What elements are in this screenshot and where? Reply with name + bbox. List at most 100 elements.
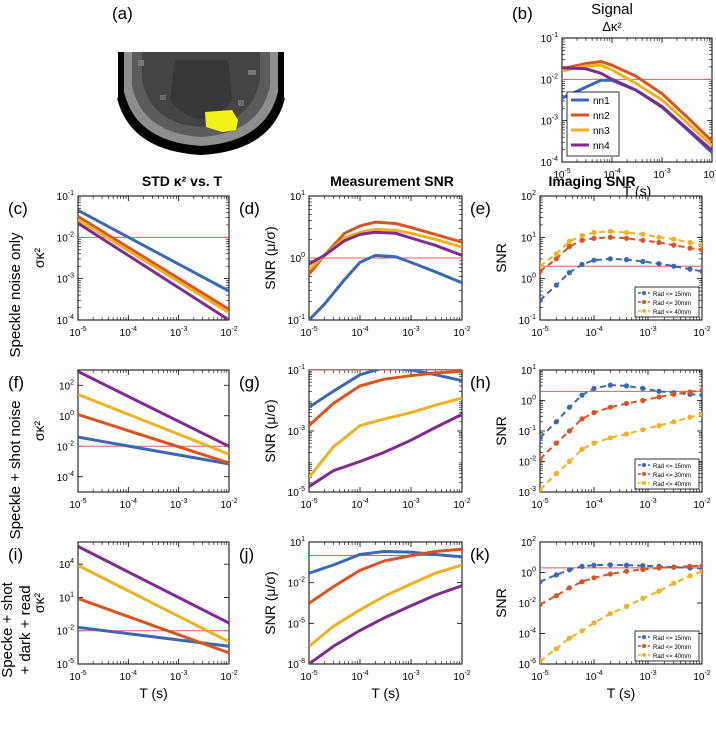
x-tick-label: 10-5 — [300, 498, 317, 511]
series-line-nn2 — [309, 370, 462, 427]
legend-label: nn1 — [593, 96, 610, 107]
legend-label: nn2 — [593, 111, 610, 122]
y-tick-label: 102 — [521, 190, 536, 203]
speckle-block — [160, 95, 166, 100]
axes-frame-j — [308, 541, 463, 665]
data-point — [553, 282, 559, 288]
y-tick-label: 10-1 — [519, 314, 536, 327]
y-tick-label: 102 — [59, 379, 74, 392]
y-axis-label: σκ² — [31, 421, 47, 442]
y-axis-label: σκ² — [31, 248, 47, 269]
skull-outline — [117, 97, 285, 156]
x-tick-label: 10-4 — [120, 670, 137, 683]
data-point — [671, 419, 677, 425]
y-axis-label: σκ² — [31, 593, 47, 614]
data-point — [671, 564, 677, 570]
data-point — [540, 435, 543, 441]
x-tick-label: 10-5 — [300, 326, 317, 339]
y-tick-label: 10-5 — [288, 486, 305, 499]
panel-b-title: Signal — [591, 1, 633, 18]
legend-label: Rad <= 15mm — [653, 636, 691, 642]
legend-marker — [642, 481, 646, 485]
data-point — [699, 568, 702, 574]
series-line-nn2 — [78, 597, 229, 655]
data-point — [699, 411, 702, 417]
x-tick-label: 10-3 — [170, 498, 187, 511]
data-point — [656, 239, 662, 246]
data-point — [553, 419, 559, 425]
y-tick-label: 10-1 — [541, 32, 558, 45]
x-tick-label: 10-2 — [453, 498, 470, 511]
y-tick-label: 10-1 — [288, 314, 305, 327]
y-tick-label: 102 — [521, 536, 536, 549]
x-tick-label: 10-2 — [703, 168, 716, 181]
series-line-nn3 — [309, 563, 462, 648]
data-point — [607, 562, 613, 568]
legend-marker — [642, 644, 646, 648]
y-tick-label: 10-5 — [288, 617, 305, 630]
y-tick-label: 10-2 — [541, 73, 558, 86]
data-point — [607, 256, 613, 262]
legend-label: Rad <= 40mm — [653, 482, 691, 488]
white-matter — [170, 60, 232, 119]
y-axis-label: SNR (μ/σ) — [262, 226, 278, 289]
series-line-rad----40mm — [540, 230, 702, 267]
data-point — [540, 456, 543, 462]
y-tick-label: 10-2 — [57, 625, 74, 638]
data-point — [623, 235, 630, 241]
data-point — [607, 435, 613, 441]
series-line-nn3 — [78, 563, 229, 644]
x-tick-label: 10-3 — [402, 326, 419, 339]
data-point — [566, 635, 573, 641]
data-point — [607, 571, 613, 577]
series-line-nn1 — [309, 370, 462, 409]
y-tick-label: 104 — [59, 558, 74, 571]
series-line-nn3 — [78, 218, 229, 314]
axes-frame-g — [308, 369, 463, 493]
x-tick-label: 10-2 — [453, 326, 470, 339]
chart-panel-f: (f) 10-5 10-4 10-3 10-2 10-4 10-2 100 102 σκ² — [8, 369, 238, 511]
data-point — [699, 387, 702, 393]
data-point — [640, 566, 646, 573]
y-tick-label: 101 — [521, 231, 536, 244]
data-point — [656, 423, 662, 429]
data-point — [607, 611, 613, 617]
column-title-imaging-snr: Imaging SNR — [548, 173, 635, 189]
series-line-nn1 — [309, 253, 462, 320]
data-point — [687, 266, 693, 272]
legend-label: Rad <= 30mm — [653, 301, 691, 307]
panel-letter-f: (f) — [8, 373, 24, 392]
data-point — [687, 245, 693, 251]
series-line-nn4 — [562, 66, 712, 152]
x-tick-label: 10-4 — [120, 326, 137, 339]
x-tick-label: 10-4 — [585, 498, 602, 511]
x-tick-label: 10-4 — [351, 670, 368, 683]
x-tick-label: 10-4 — [585, 326, 602, 339]
x-tick-label: 10-2 — [220, 670, 237, 683]
x-tick-label: 10-2 — [693, 670, 710, 683]
data-point — [579, 446, 585, 452]
series-line-nn1 — [309, 549, 462, 575]
row-label-speckle-shot: Speckle + shot noise — [7, 401, 24, 540]
column-title-std: STD κ² vs. T — [142, 173, 223, 189]
legend-marker — [642, 472, 646, 476]
series-line-nn4 — [78, 221, 229, 320]
data-point — [591, 385, 597, 391]
y-tick-label: 10-4 — [57, 314, 74, 327]
x-tick-label: 10-5 — [69, 670, 86, 683]
data-point — [566, 243, 573, 250]
x-tick-label: 10-3 — [402, 498, 419, 511]
x-tick-label: 10-5 — [300, 670, 317, 683]
data-point — [671, 263, 677, 269]
y-tick-label: 10-2 — [288, 577, 305, 590]
y-tick-label: 101 — [521, 364, 536, 377]
data-point — [623, 603, 630, 610]
y-tick-label: 10-2 — [519, 456, 536, 469]
x-tick-label: 10-4 — [351, 498, 368, 511]
legend-marker — [642, 463, 646, 467]
data-point — [566, 270, 573, 276]
series-line-nn1 — [78, 208, 229, 293]
data-point — [540, 601, 543, 608]
x-tick-label: 10-3 — [639, 498, 656, 511]
